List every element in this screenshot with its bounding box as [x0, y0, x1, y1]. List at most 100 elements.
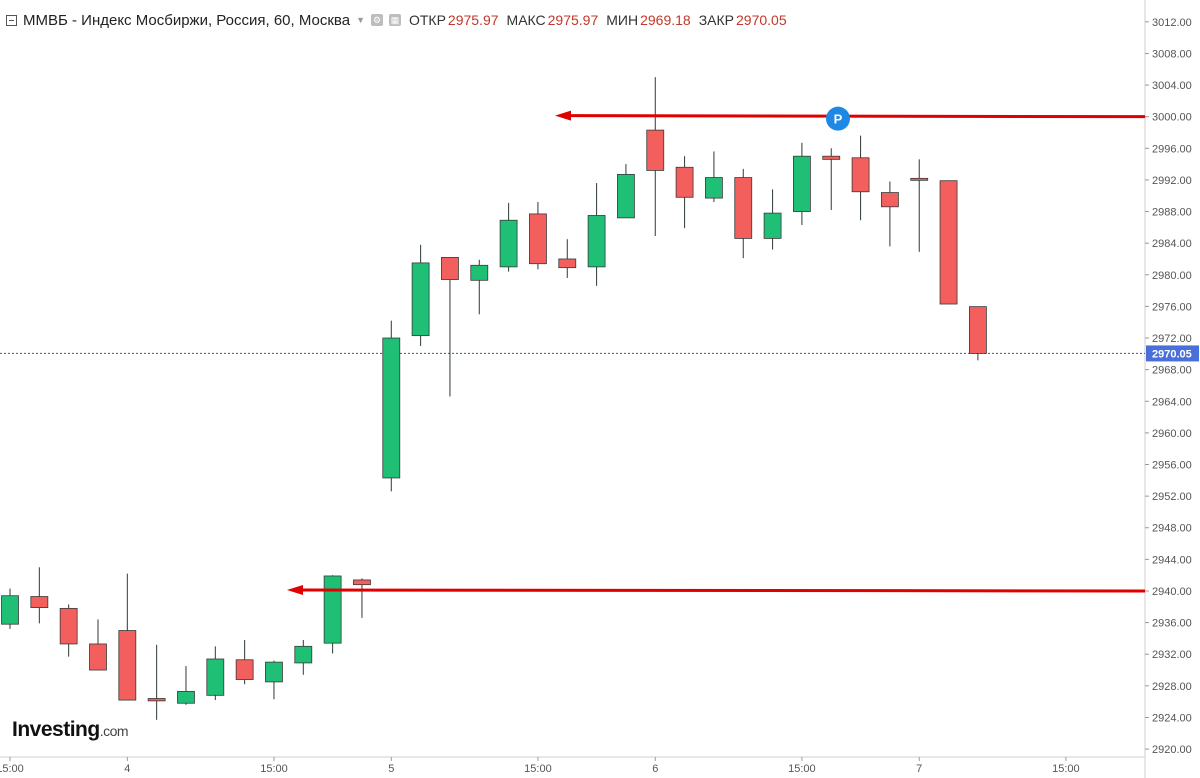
x-tick-label: 15:00	[788, 763, 816, 775]
candle-body	[675, 166, 694, 198]
candle-body	[1, 595, 19, 625]
candle	[118, 573, 137, 701]
y-tick-label: 2948.00	[1152, 523, 1192, 535]
candle-body	[968, 306, 987, 354]
candle-body	[705, 177, 723, 199]
candle	[705, 151, 723, 203]
y-tick-label: 2972.00	[1152, 333, 1192, 345]
y-tick-label: 2956.00	[1152, 460, 1192, 472]
candle-body	[646, 129, 665, 171]
low-label: МИН	[606, 12, 639, 28]
y-tick-label: 3004.00	[1152, 80, 1192, 92]
y-tick-label: 2932.00	[1152, 649, 1192, 661]
investing-logo: Investing.com	[12, 718, 129, 742]
logo-suffix: .com	[99, 723, 129, 739]
candle	[89, 619, 107, 671]
candle	[910, 159, 929, 252]
candle-body	[617, 173, 635, 219]
candle-body	[529, 213, 547, 265]
open-value: 2975.97	[447, 12, 499, 28]
candle	[470, 259, 489, 315]
x-tick-label: 4	[124, 763, 130, 775]
candle	[646, 77, 665, 237]
candle	[881, 181, 899, 247]
y-tick-label: 2960.00	[1152, 428, 1192, 440]
close-value: 2970.05	[736, 12, 787, 28]
indicator-icon[interactable]: ▦	[388, 14, 401, 26]
high-value: 2975.97	[547, 12, 599, 28]
candle	[822, 148, 841, 210]
candle-body	[118, 630, 137, 701]
x-tick-label: 5	[388, 763, 394, 775]
candle-body	[147, 698, 166, 702]
candle	[235, 640, 254, 685]
y-tick-label: 2996.00	[1152, 143, 1192, 155]
candle	[59, 604, 78, 657]
candle	[441, 256, 459, 397]
x-tick-label: 15:00	[1052, 763, 1080, 775]
candle-body	[558, 258, 577, 269]
candle	[558, 239, 577, 278]
candle-body	[587, 215, 606, 268]
resistance-arrow-line	[569, 114, 1146, 119]
candle	[939, 180, 958, 305]
y-tick-label: 2928.00	[1152, 681, 1192, 693]
candle-body	[910, 177, 929, 181]
candle-body	[30, 596, 49, 608]
candle-body	[939, 180, 958, 305]
candle	[587, 183, 606, 286]
y-tick-label: 2980.00	[1152, 270, 1192, 282]
candle	[734, 168, 753, 259]
high-label: МАКС	[506, 12, 546, 28]
settings-icon[interactable]: ⚙	[370, 14, 383, 26]
candle	[323, 575, 342, 654]
y-tick-label: 2992.00	[1152, 175, 1192, 187]
candle-body	[206, 658, 225, 696]
y-tick-label: 3008.00	[1152, 48, 1192, 60]
dropdown-arrow-icon[interactable]: ▼	[356, 15, 365, 25]
candle	[529, 202, 547, 270]
candle	[294, 640, 313, 675]
y-tick-label: 2940.00	[1152, 586, 1192, 598]
candle-body	[763, 212, 782, 239]
candle	[617, 164, 635, 219]
close-label: ЗАКР	[698, 12, 734, 28]
last-price-tag	[1146, 345, 1199, 362]
low-value: 2969.18	[640, 12, 691, 28]
y-tick-label: 3012.00	[1152, 17, 1192, 29]
y-tick-label: 2988.00	[1152, 207, 1192, 219]
y-tick-label: 2964.00	[1152, 396, 1192, 408]
marker-label: P	[834, 112, 843, 127]
candle	[382, 320, 401, 492]
chart-header: ММВБ - Индекс Мосбиржи, Россия, 60, Моск…	[0, 0, 1145, 40]
candle	[675, 156, 694, 229]
candle-body	[851, 157, 870, 193]
x-tick-label: 6	[652, 763, 658, 775]
candle-body	[353, 579, 371, 586]
candle-body	[793, 155, 811, 212]
candle-body	[499, 219, 518, 268]
y-tick-label: 2920.00	[1152, 744, 1192, 756]
candle-body	[441, 256, 459, 280]
candle-body	[881, 192, 899, 208]
y-tick-label: 3000.00	[1152, 112, 1192, 124]
candle-body	[89, 643, 107, 671]
candle	[265, 660, 283, 700]
y-tick-label: 2984.00	[1152, 238, 1192, 250]
y-tick-label: 2968.00	[1152, 365, 1192, 377]
candle-body	[177, 690, 195, 704]
candle	[1, 588, 19, 629]
x-tick-label: 15:00	[524, 763, 552, 775]
candle	[353, 578, 371, 618]
candle	[793, 142, 811, 225]
candle	[968, 306, 987, 361]
instrument-title[interactable]: ММВБ - Индекс Мосбиржи, Россия, 60, Моск…	[23, 11, 351, 29]
collapse-icon[interactable]	[6, 14, 17, 26]
x-tick-label: 15:00	[260, 763, 288, 775]
candle-body	[382, 337, 401, 479]
candle-body	[294, 645, 313, 664]
candle-body	[235, 659, 254, 680]
candle-body	[822, 155, 841, 160]
open-label: ОТКР	[408, 12, 446, 28]
